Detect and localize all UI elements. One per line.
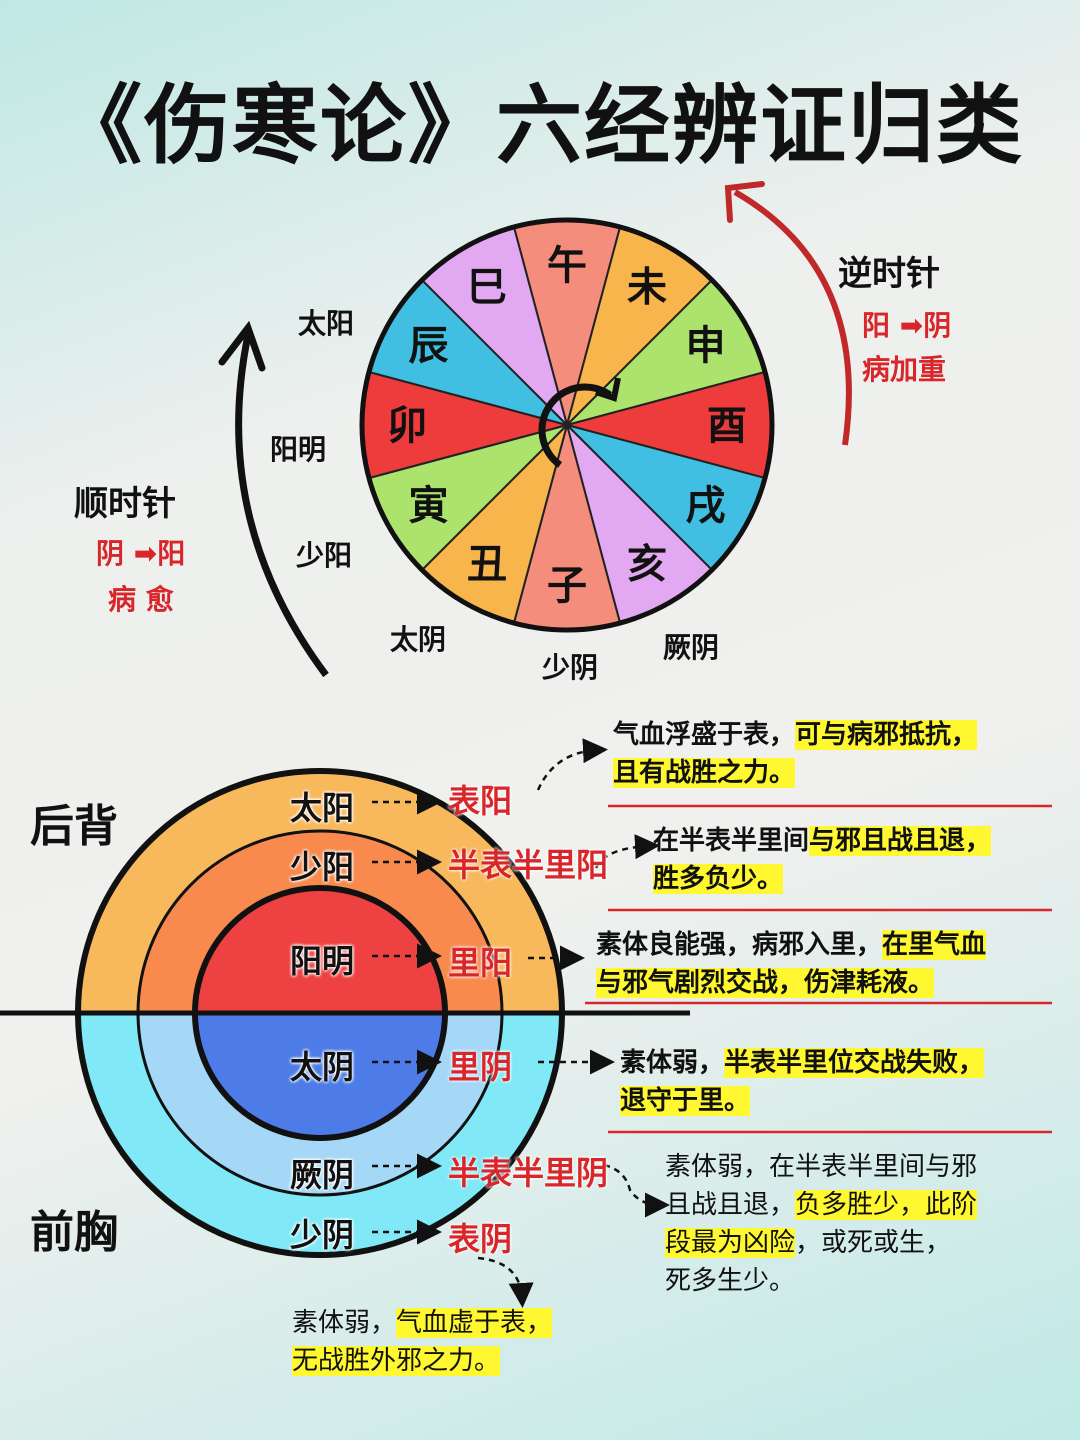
- branch-label: 午: [547, 242, 587, 289]
- branch-label: 辰: [409, 322, 449, 369]
- branch-label: 酉: [707, 402, 747, 449]
- ring-stage: 半表半里阳: [448, 846, 609, 884]
- page-title: 《伤寒论》六经辨证归类: [56, 76, 1024, 176]
- ring-name: 太阳: [290, 789, 355, 827]
- branch-label: 卯: [387, 402, 427, 449]
- wheel-label-yangming: 阳明: [270, 433, 327, 466]
- branch-label: 巳: [467, 264, 507, 311]
- counterclockwise-arrowhead-icon: [724, 181, 765, 223]
- note-shaoyin: 素体弱，气血虚于表， 无战胜外邪之力。: [292, 1308, 553, 1376]
- ring-name: 太阴: [290, 1048, 355, 1086]
- note-taiyang: 气血浮盛于表，可与病邪抵抗， 且有战胜之力。: [613, 720, 978, 788]
- note-taiyin: 素体弱，半表半里位交战失败， 退守于里。: [620, 1048, 985, 1116]
- branch-label: 未: [627, 264, 667, 311]
- ring-stage: 表阳: [448, 782, 513, 820]
- counterclockwise-title: 逆时针: [838, 254, 940, 294]
- clockwise-arrowhead-icon: [218, 320, 266, 372]
- ring-name: 阳明: [290, 942, 355, 980]
- earthly-branch-wheel: 午未申酉戌亥子丑寅卯辰巳: [359, 217, 775, 633]
- counterclockwise-result: 病加重: [862, 353, 947, 386]
- wheel-label-shaoyin: 少阴: [542, 651, 599, 684]
- clockwise-direction: 阴 ➡阳: [96, 537, 186, 570]
- ring-name: 少阳: [290, 848, 355, 886]
- wheel-outline: [359, 217, 775, 633]
- counterclockwise-direction: 阳 ➡阴: [862, 309, 952, 342]
- branch-label: 丑: [467, 540, 507, 587]
- wheel-label-taiyin: 太阴: [390, 623, 447, 656]
- branch-label: 子: [547, 562, 587, 609]
- counterclockwise-arrow: [733, 189, 852, 446]
- ring-stage: 表阴: [448, 1220, 513, 1258]
- wheel-label-jueyin: 厥阴: [663, 631, 720, 664]
- branch-label: 戌: [685, 482, 725, 529]
- clockwise-arrow: [235, 334, 329, 678]
- ring-stage: 里阴: [448, 1048, 513, 1086]
- rotate-arrowhead-icon: [595, 377, 621, 402]
- wheel-label-taiyang: 太阳: [298, 307, 355, 340]
- note-shaoyang: 在半表半里间与邪且战且退， 胜多负少。: [653, 826, 992, 894]
- ring-name: 少阴: [290, 1216, 355, 1254]
- front-label: 前胸: [30, 1207, 118, 1258]
- back-label: 后背: [30, 801, 118, 852]
- ring-stage: 里阳: [448, 944, 513, 982]
- wheel-label-shaoyang: 少阳: [296, 539, 353, 572]
- ring-stage: 半表半里阴: [448, 1154, 609, 1192]
- note-jueyin: 素体弱，在半表半里间与邪 且战且退，负多胜少，此阶 段最为凶险，或死或生， 死多生少。: [665, 1152, 978, 1296]
- note-yangming: 素体良能强，病邪入里，在里气血 与邪气剧烈交战，伤津耗液。: [596, 930, 987, 998]
- ring-half: [195, 1013, 445, 1138]
- ring-name: 厥阴: [290, 1156, 355, 1194]
- branch-label: 亥: [627, 540, 667, 587]
- clockwise-title: 顺时针: [74, 484, 176, 524]
- rotate-arrow-icon: [538, 383, 613, 468]
- clockwise-result: 病 愈: [108, 583, 174, 616]
- branch-label: 申: [685, 322, 725, 369]
- branch-label: 寅: [409, 482, 449, 529]
- ring-half: [195, 888, 445, 1013]
